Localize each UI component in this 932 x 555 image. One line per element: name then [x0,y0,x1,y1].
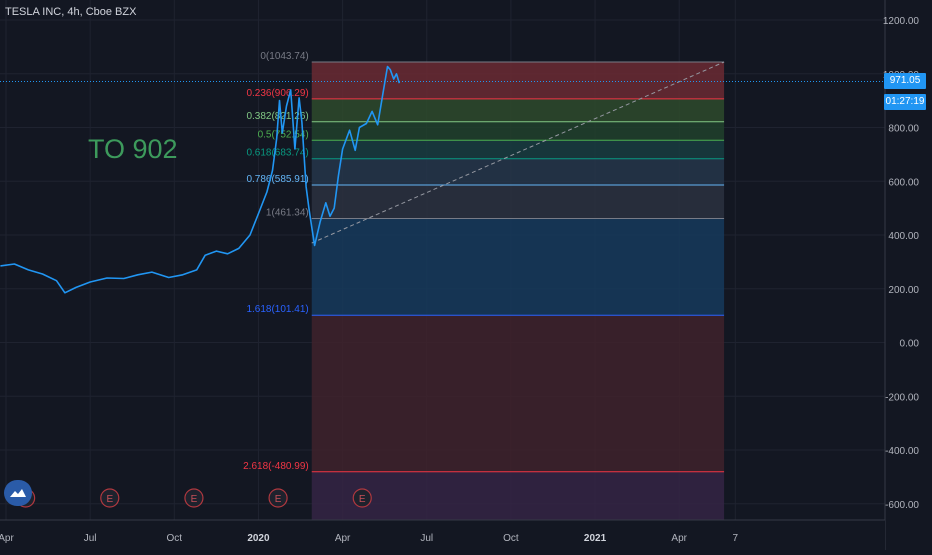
last-price-badge: 971.05 [884,73,926,89]
fib-level-label: 2.618(-480.99) [243,461,309,472]
price-tick-label: 1200.00 [883,16,920,27]
price-tick-label: -400.00 [885,446,919,457]
fib-zone [311,218,725,316]
price-tick-label: 200.00 [888,285,919,296]
fib-zone [311,98,725,122]
earnings-marker-label: E [106,494,113,505]
fib-level-label: 0(1043.74) [260,51,308,62]
price-tick-label: -200.00 [885,392,919,403]
time-tick-label: Jul [84,533,97,544]
time-tick-label: Jul [420,533,433,544]
fib-level-label: 1(461.34) [266,208,309,219]
bar-countdown-badge: 01:27:19 [884,94,926,110]
earnings-marker-label: E [275,494,282,505]
price-axis [885,0,932,550]
price-tick-label: 600.00 [888,177,919,188]
fib-zone [311,315,725,472]
fib-zone [311,121,725,141]
fib-level-label: 0.786(585.91) [246,174,308,185]
symbol-title[interactable]: TESLA INC, 4h, Cboe BZX [5,6,137,18]
time-tick-label: 2021 [584,533,607,544]
fib-level-label: 0.5(752.54) [258,129,309,140]
earnings-marker[interactable] [184,488,204,508]
time-tick-label: Apr [0,533,14,544]
price-tick-label: 0.00 [900,339,920,350]
time-tick-label: 2020 [247,533,270,544]
chart-annotation-text[interactable]: TO 902 [88,134,178,164]
earnings-marker[interactable] [100,488,120,508]
time-tick-label: Apr [671,533,687,544]
earnings-marker-label: E [359,494,366,505]
fib-zone [311,140,725,159]
price-tick-label: -600.00 [885,500,919,511]
tradingview-logo-icon[interactable] [4,480,32,506]
earnings-marker[interactable] [352,488,372,508]
time-tick-label: Apr [335,533,351,544]
price-tick-label: 800.00 [888,124,919,135]
price-series-line [0,65,401,294]
fib-zone [311,471,725,520]
earnings-marker-label: E [191,494,198,505]
fib-level-label: 0.236(906.29) [246,88,308,99]
fib-zone [311,61,725,99]
fib-zone [311,158,725,186]
time-axis [0,520,885,550]
time-tick-label: Oct [167,533,183,544]
earnings-marker[interactable] [268,488,288,508]
fib-level-label: 0.618(683.74) [246,148,308,159]
trend-line [311,61,725,244]
fib-level-label: 1.618(101.41) [246,304,308,315]
time-tick-label: 7 [733,533,739,544]
fib-zone [311,185,725,219]
time-tick-label: Oct [503,533,519,544]
price-tick-label: 400.00 [888,231,919,242]
